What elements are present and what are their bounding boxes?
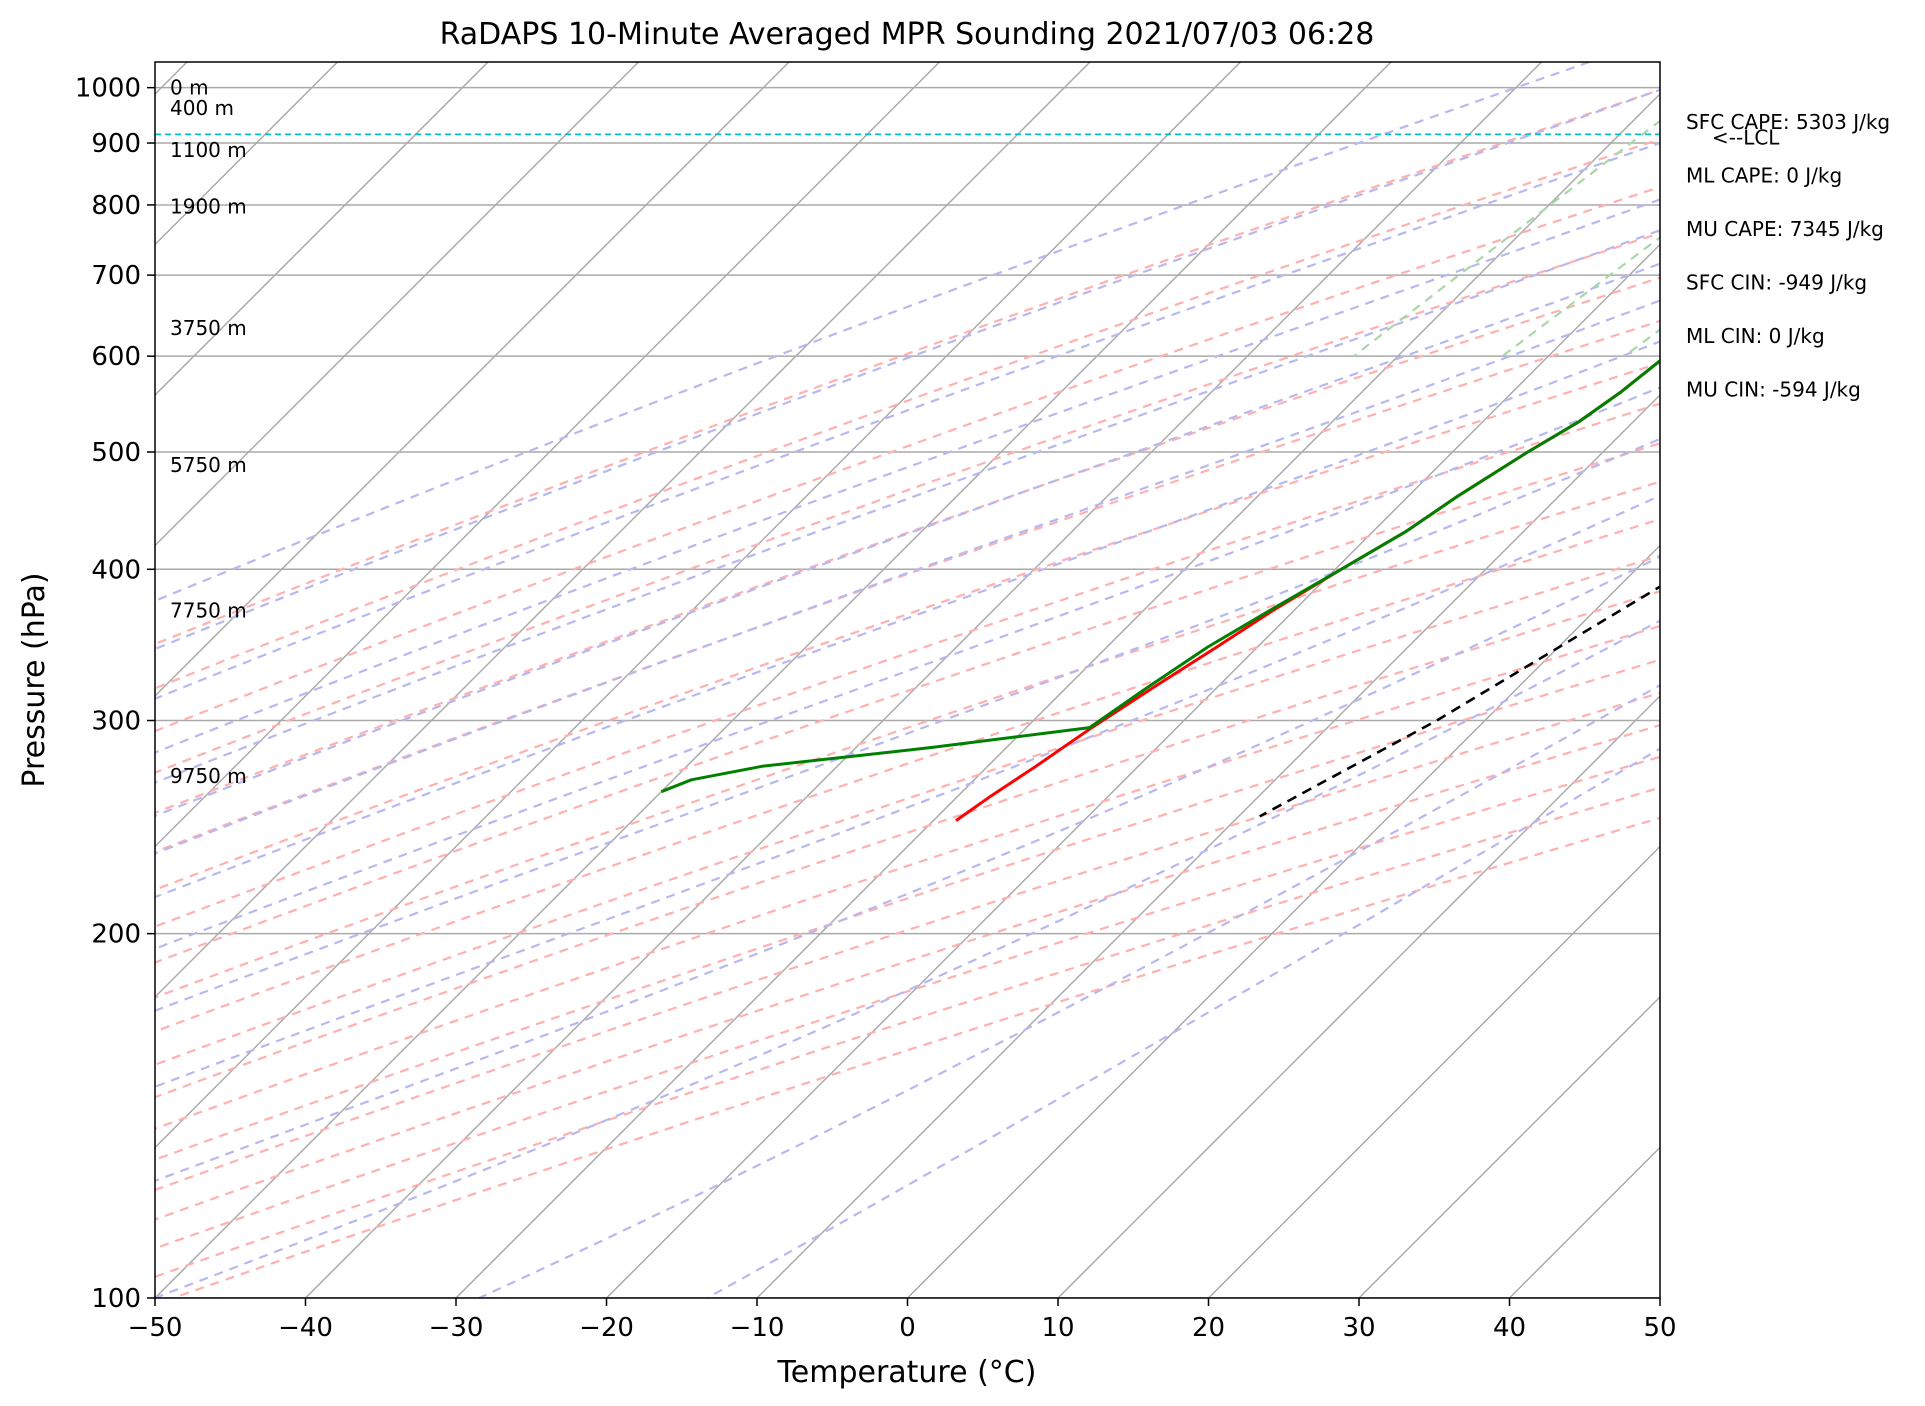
isotherm-line	[155, 62, 489, 397]
isotherm-line	[155, 62, 941, 848]
x-tick-label: −40	[278, 1313, 333, 1343]
isotherm-line	[906, 544, 1660, 1298]
x-tick-label: 0	[899, 1313, 916, 1343]
y-tick-label: 200	[91, 920, 141, 950]
y-tick-label: 800	[91, 191, 141, 221]
skewed-isotherms	[155, 62, 1660, 1298]
mixing-ratio-lines	[1353, 119, 1660, 358]
isotherm-line	[756, 393, 1660, 1298]
isotherm-line	[155, 62, 1242, 1149]
stat-label: MU CAPE: 7345 J/kg	[1686, 217, 1884, 241]
isotherm-line	[155, 62, 790, 698]
moist-adiabat	[155, 141, 1660, 700]
moist-adiabat	[155, 299, 1660, 855]
mixing-ratio-line	[1353, 119, 1660, 358]
height-label: 0 m	[170, 76, 209, 100]
chart-title: RaDAPS 10-Minute Averaged MPR Sounding 2…	[440, 17, 1375, 52]
y-tick-label: 100	[91, 1284, 141, 1314]
lcl-marker: <--LCL	[1712, 125, 1780, 149]
y-tick-label: 1000	[75, 74, 141, 104]
isotherm-line	[1358, 995, 1660, 1298]
dry-adiabat	[155, 755, 1660, 1250]
dry-adiabat	[155, 276, 1660, 815]
dry-adiabat	[155, 691, 1660, 1192]
dry-adiabats	[155, 88, 1660, 1298]
dry-adiabat	[155, 658, 1660, 1161]
temperature-trace	[955, 358, 1660, 822]
plot-area	[155, 62, 1660, 1298]
moist-adiabats	[155, 62, 1660, 1298]
x-tick-label: 50	[1643, 1313, 1676, 1343]
x-tick-label: 40	[1493, 1313, 1526, 1343]
height-label: 3750 m	[170, 316, 247, 340]
y-tick-label: 700	[91, 261, 141, 291]
moist-adiabat	[155, 198, 1660, 754]
isotherm-line	[155, 62, 1392, 1298]
moist-adiabat	[155, 386, 1660, 950]
height-label: 7750 m	[170, 598, 247, 622]
moist-adiabat	[155, 437, 1660, 1012]
moist-adiabat	[155, 62, 1590, 602]
moist-adiabat	[155, 262, 1660, 818]
isotherm-line	[304, 62, 1543, 1298]
x-axis-ticks: −50 −40 −30 −20 −10 0 10 20 30 40 50	[128, 1298, 1677, 1343]
y-tick-label: 600	[91, 342, 141, 372]
stability-stats: SFC CAPE: 5303 J/kg ML CAPE: 0 J/kg MU CAP…	[1686, 110, 1890, 402]
isotherm-line	[605, 243, 1660, 1298]
dry-adiabat	[155, 724, 1660, 1221]
isotherm-line	[1057, 694, 1660, 1298]
y-tick-label: 400	[91, 555, 141, 585]
mixing-ratio-line	[1501, 236, 1660, 358]
moist-adiabat	[155, 340, 1660, 899]
height-label: 400 m	[170, 96, 234, 120]
y-axis-ticks: 1000 900 800 700 600 500 400 300 200 100	[75, 74, 155, 1314]
x-tick-label: −30	[429, 1313, 484, 1343]
dewpoint-trace	[660, 358, 1660, 794]
lcl-label: <--LCL	[1712, 125, 1780, 149]
x-tick-label: 30	[1342, 1313, 1375, 1343]
moist-adiabat	[155, 494, 1660, 1088]
y-axis-label: Pressure (hPa)	[17, 572, 52, 787]
x-tick-label: −50	[128, 1313, 183, 1343]
stat-label: ML CAPE: 0 J/kg	[1686, 164, 1842, 188]
x-tick-label: 20	[1192, 1313, 1225, 1343]
height-label: 5750 m	[170, 453, 247, 477]
moist-adiabat	[155, 229, 1660, 784]
x-tick-label: 10	[1041, 1313, 1074, 1343]
height-label: 1100 m	[170, 138, 247, 162]
x-axis-label: Temperature (°C)	[777, 1355, 1037, 1390]
moist-adiabat	[155, 555, 1660, 1182]
dry-adiabat	[155, 138, 1660, 690]
sounding-series	[155, 133, 1660, 822]
isotherm-line	[155, 62, 1091, 999]
y-tick-label: 300	[91, 707, 141, 737]
dry-adiabat	[155, 786, 1660, 1278]
x-tick-label: −10	[730, 1313, 785, 1343]
stat-label: SFC CIN: -949 J/kg	[1686, 271, 1867, 295]
isotherm-line	[155, 62, 640, 547]
isotherm-line	[455, 92, 1660, 1298]
stat-label: SFC CAPE: 5303 J/kg	[1686, 110, 1890, 134]
moist-adiabat	[478, 683, 1660, 1298]
moist-adiabat	[706, 747, 1660, 1298]
y-tick-label: 500	[91, 438, 141, 468]
dry-adiabat	[155, 231, 1660, 774]
parcel-trace	[1259, 585, 1660, 818]
moist-adiabat	[155, 88, 1660, 651]
y-tick-label: 900	[91, 129, 141, 159]
height-label: 9750 m	[170, 764, 247, 788]
x-tick-label: −20	[579, 1313, 634, 1343]
height-label: 1900 m	[170, 194, 247, 218]
height-labels: 9750 m 7750 m 5750 m 3750 m 1900 m 1100 m 400 …	[170, 76, 247, 788]
dry-adiabat	[155, 361, 1660, 891]
stat-label: ML CIN: 0 J/kg	[1686, 324, 1825, 348]
pressure-gridlines	[155, 86, 1660, 1298]
stat-label: MU CIN: -594 J/kg	[1686, 378, 1861, 402]
isotherm-line	[1207, 845, 1660, 1298]
